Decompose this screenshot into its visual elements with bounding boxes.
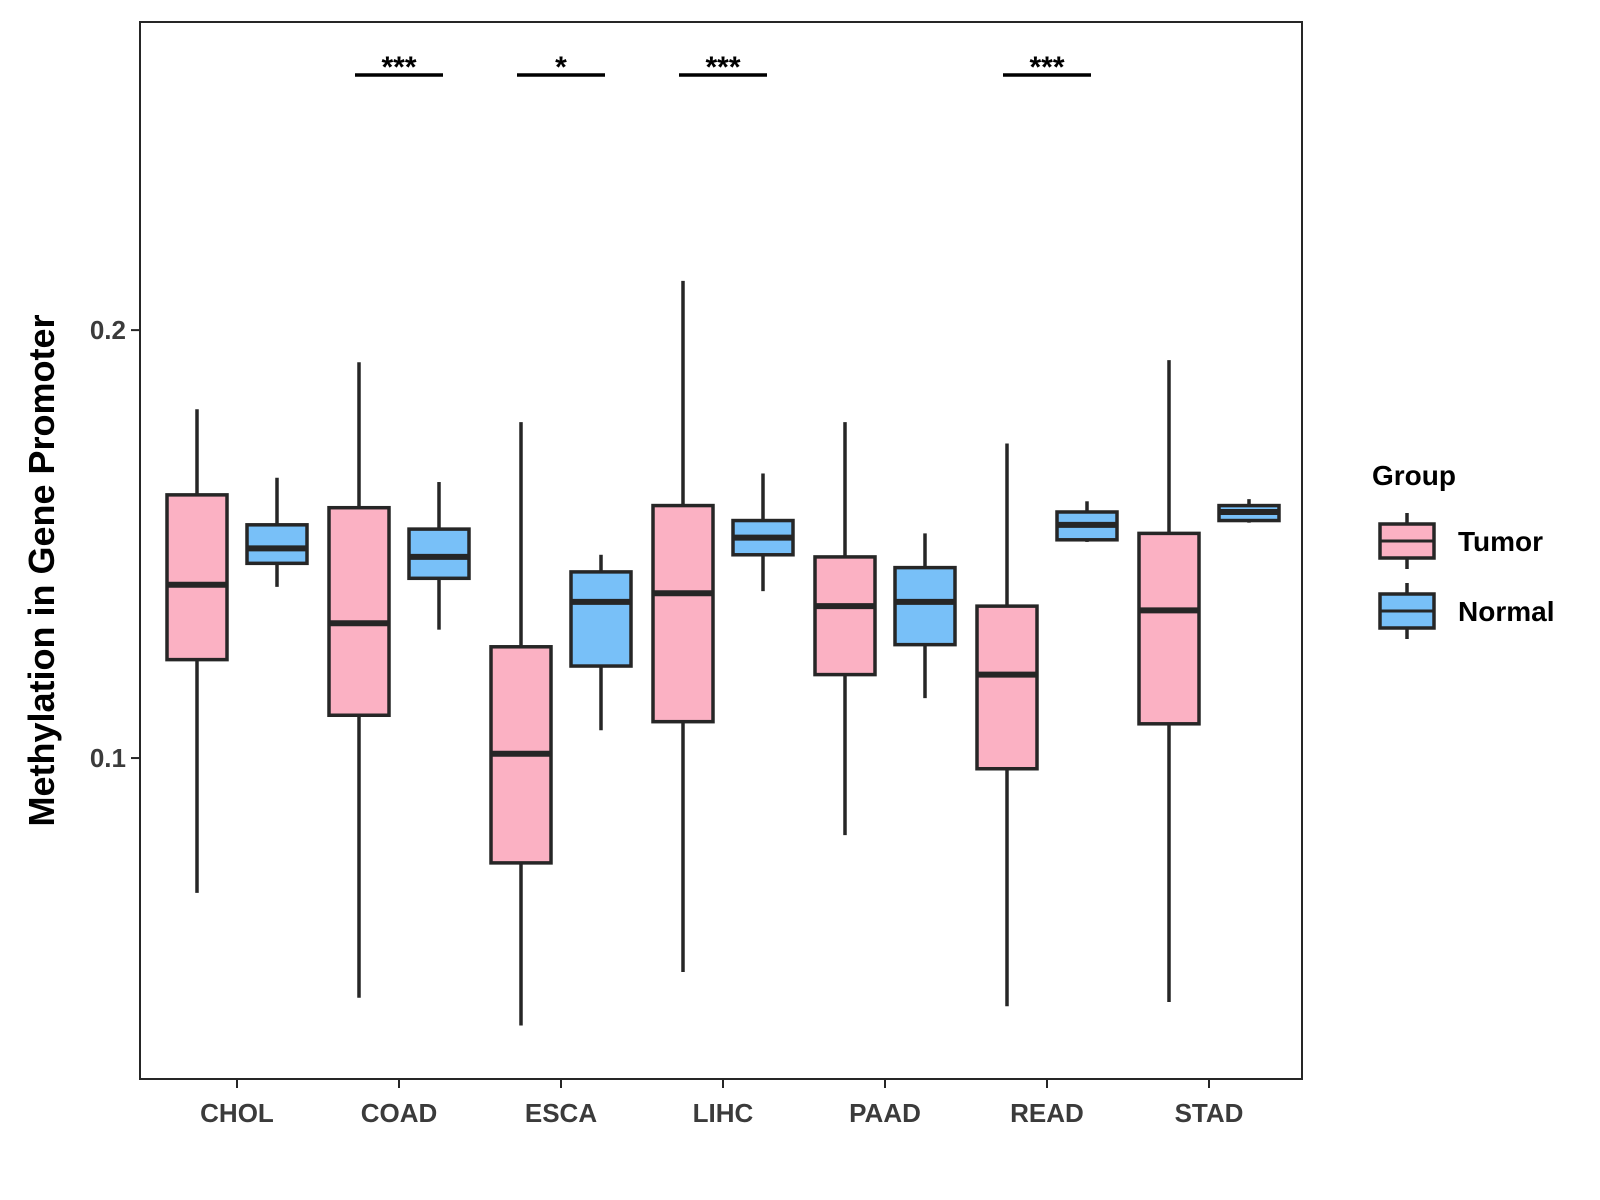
box-tumor-read (975, 443, 1039, 1007)
significance-label-coad: *** (381, 51, 416, 84)
x-tick-label-read: READ (1010, 1098, 1084, 1128)
x-tick-label-lihc: LIHC (693, 1098, 754, 1128)
legend-label-normal: Normal (1458, 596, 1554, 627)
plot-frame (139, 21, 1303, 1080)
x-tick-label-stad: STAD (1175, 1098, 1244, 1128)
iqr-box-tumor-paad (813, 555, 877, 677)
iqr-box-normal-chol (245, 523, 309, 566)
box-tumor-chol (165, 409, 229, 893)
y-axis: 0.1 0.2 (90, 315, 140, 773)
box-normal-coad (407, 482, 471, 630)
significance-esca: * (517, 51, 605, 84)
significance-coad: *** (355, 51, 443, 84)
box-normal-stad (1217, 499, 1281, 523)
iqr-box-tumor-coad (327, 505, 391, 718)
boxes-layer (165, 280, 1281, 1026)
series-tumor (165, 280, 1201, 1026)
box-tumor-paad (813, 422, 877, 836)
x-tick-label-chol: CHOL (200, 1098, 274, 1128)
x-tick-label-coad: COAD (361, 1098, 438, 1128)
legend-entry-tumor: Tumor (1378, 513, 1543, 569)
y-tick-label-0.1: 0.1 (90, 743, 126, 773)
box-normal-lihc (731, 473, 795, 592)
iqr-box-normal-coad (407, 527, 471, 581)
iqr-box-tumor-read (975, 604, 1039, 771)
box-tumor-lihc (651, 280, 715, 973)
y-axis-title: Methylation in Gene Promoter (21, 314, 62, 826)
box-tumor-coad (327, 362, 391, 998)
legend-label-tumor: Tumor (1458, 526, 1543, 557)
box-tumor-esca (489, 422, 553, 1026)
significance-lihc: *** (679, 51, 767, 84)
series-normal (245, 473, 1281, 731)
box-normal-chol (245, 477, 309, 587)
iqr-box-tumor-chol (165, 493, 229, 662)
significance-label-read: *** (1029, 51, 1064, 84)
box-normal-paad (893, 533, 957, 699)
significance-annotations: *** * *** *** (355, 51, 1091, 84)
significance-label-lihc: *** (705, 51, 740, 84)
y-tick-label-0.2: 0.2 (90, 315, 126, 345)
significance-label-esca: * (555, 51, 567, 84)
box-normal-read (1055, 501, 1119, 542)
x-tick-label-esca: ESCA (525, 1098, 597, 1128)
legend: Group Tumor Normal (1372, 460, 1554, 639)
legend-title: Group (1372, 460, 1456, 491)
significance-read: *** (1003, 51, 1091, 84)
iqr-box-normal-paad (893, 565, 957, 647)
legend-entry-normal: Normal (1378, 583, 1554, 639)
legend-entries: Tumor Normal (1378, 513, 1554, 639)
iqr-box-tumor-stad (1137, 531, 1201, 726)
box-normal-esca (569, 554, 633, 731)
iqr-box-normal-esca (569, 570, 633, 668)
x-axis: CHOL COAD ESCA LIHC PAAD READ STAD (200, 1079, 1243, 1128)
iqr-box-tumor-lihc (651, 503, 715, 724)
x-tick-label-paad: PAAD (849, 1098, 921, 1128)
box-tumor-stad (1137, 360, 1201, 1002)
